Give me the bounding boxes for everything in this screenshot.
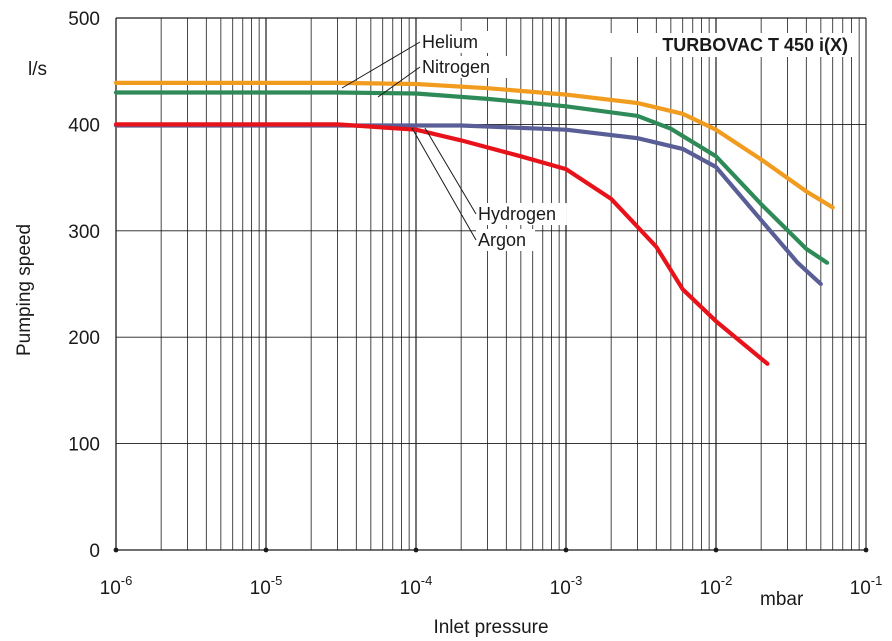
axes: 0 100 200 300 400 500 10-6 10-5 10-4 10-3 10-2 10-1 <box>68 9 882 599</box>
y-tick-label: 500 <box>68 9 100 30</box>
y-tick-label: 400 <box>68 115 100 136</box>
x-tick-label: 10-2 <box>700 573 733 599</box>
x-tick-dot <box>263 547 269 553</box>
x-tick-dot <box>413 547 419 553</box>
annotation-leader-line <box>341 41 421 89</box>
annotation-label-helium: Helium <box>422 32 478 52</box>
series-line-helium <box>113 80 835 210</box>
x-tick-label: 10-1 <box>850 573 883 599</box>
x-axis-label: Inlet pressure <box>433 617 548 638</box>
chart-title: TURBOVAC T 450 i(X) <box>662 35 848 55</box>
x-tick-label: 10-6 <box>100 573 133 599</box>
grid <box>115 17 867 551</box>
x-tick-dot <box>863 547 869 553</box>
series <box>113 80 835 366</box>
annotation-leader-line <box>424 127 477 215</box>
y-tick-label: 200 <box>68 328 100 349</box>
x-tick-dot <box>113 547 119 553</box>
text-labels: TURBOVAC T 450 i(X) l/s mbar Inlet press… <box>14 33 854 638</box>
x-tick-label: 10-5 <box>250 573 283 599</box>
annotation-label-nitrogen: Nitrogen <box>422 57 490 77</box>
y-tick-label: 100 <box>68 435 100 456</box>
annotation-background <box>476 229 535 251</box>
chart-title-background <box>588 33 854 57</box>
series-line-argon <box>113 122 770 366</box>
y-tick-label: 300 <box>68 222 100 243</box>
x-tick-label: 10-3 <box>550 573 583 599</box>
y-axis-unit: l/s <box>28 59 47 80</box>
annotation-leader-line <box>377 66 421 98</box>
annotation-leader-line <box>411 127 477 241</box>
y-axis-label: Pumping speed <box>14 224 35 356</box>
annotation-label-hydrogen: Hydrogen <box>478 204 556 224</box>
x-tick-label: 10-4 <box>400 573 433 599</box>
annotation-background <box>476 203 567 225</box>
series-line-nitrogen <box>113 90 830 265</box>
annotation-background <box>420 31 490 53</box>
annotations: Helium Nitrogen Hydrogen Argon <box>341 31 567 251</box>
annotation-label-argon: Argon <box>478 230 526 250</box>
x-axis-unit: mbar <box>760 589 804 610</box>
y-tick-label: 0 <box>89 541 100 562</box>
x-tick-dot <box>713 547 719 553</box>
x-tick-dot <box>563 547 569 553</box>
annotation-background <box>420 56 511 78</box>
